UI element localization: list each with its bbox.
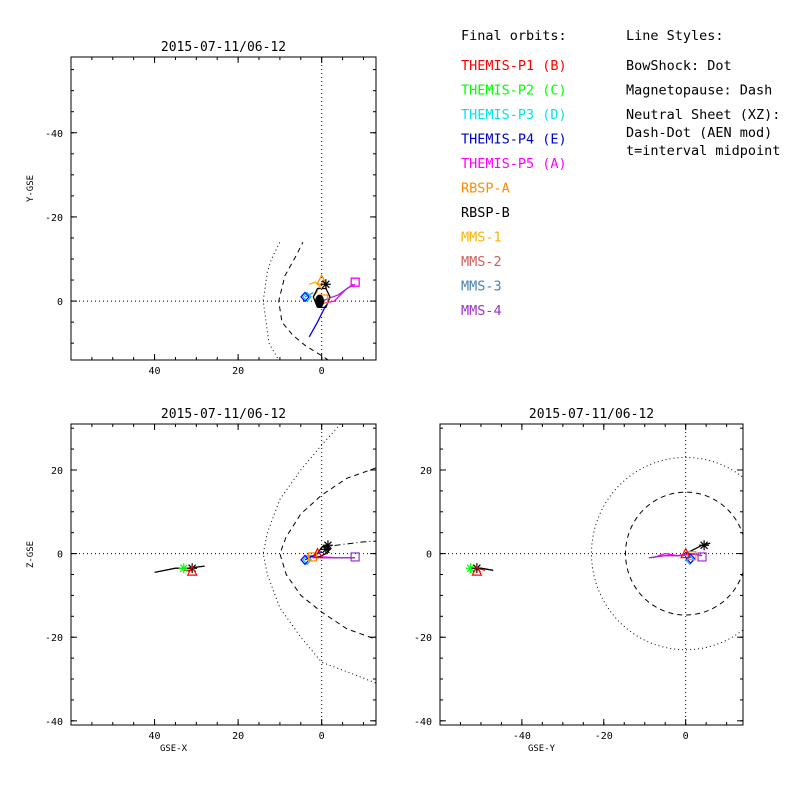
legend-entry: THEMIS-P3 (D) — [461, 107, 567, 123]
panel-xz-plot: 2015-07-11/06-12 40 20 0 20 0 -20 -40 GSE-X Z-GSE — [26, 407, 377, 754]
y-tick-label: -20 — [45, 633, 63, 644]
x-tick-label: 40 — [149, 731, 161, 742]
bowshock-curve — [262, 424, 376, 684]
panel-xy-plot: 2015-07-11/06-12 40 20 0 -40 -20 0 Y-GSE — [26, 40, 377, 523]
square-marker — [307, 552, 318, 562]
legend-entry: RBSP-B — [461, 205, 510, 221]
plot-area — [440, 424, 743, 725]
legend-entry: THEMIS-P2 (C) — [461, 83, 567, 99]
y-tick-label: 20 — [420, 466, 432, 477]
orbit-track — [313, 555, 356, 559]
legend-entry: MMS-1 — [461, 230, 502, 246]
legend-entry: MMS-4 — [461, 303, 502, 319]
triangle-marker — [471, 564, 483, 576]
orbit-track — [188, 499, 196, 516]
x-tick-label: -20 — [595, 731, 613, 742]
x-tick-label: -40 — [513, 731, 531, 742]
line-style-entry: BowShock: Dot — [626, 58, 732, 74]
asterisk-marker — [323, 541, 332, 550]
legend-title: Final orbits: — [461, 28, 567, 44]
diamond-marker — [302, 291, 312, 303]
diamond-marker — [302, 554, 312, 566]
square-marker — [697, 552, 707, 562]
orbit-track — [154, 565, 205, 574]
legend-entry: RBSP-A — [461, 181, 510, 197]
x-tick-label: 20 — [232, 366, 244, 377]
y-tick-label: -40 — [414, 717, 432, 728]
line-style-entry: Magnetopause: Dash — [626, 83, 772, 99]
y-axis-label: Z-GSE — [26, 541, 36, 568]
y-tick-label: 0 — [57, 550, 63, 561]
plot-frame — [439, 423, 744, 726]
y-tick-label: -40 — [45, 717, 63, 728]
plot-area — [71, 57, 376, 523]
asterisk-marker — [189, 508, 196, 515]
plot-frame — [70, 56, 377, 361]
legend-entry: THEMIS-P4 (E) — [461, 132, 567, 148]
asterisk-marker — [189, 508, 196, 515]
triangle-marker — [190, 504, 199, 513]
line-style-entry: t=interval midpoint — [626, 143, 780, 159]
legend-entry: THEMIS-P1 (B) — [461, 58, 567, 74]
panel-yz-plot: 2015-07-11/06-12 -40 -20 0 20 0 -20 -40 GSE-Y — [414, 407, 744, 754]
x-tick-label: 20 — [232, 731, 244, 742]
diamond-marker — [300, 291, 310, 303]
orbit-track — [176, 507, 184, 520]
earth-marker — [315, 294, 325, 308]
line-style-entry: Dash-Dot (AEN mod) — [626, 125, 772, 141]
neutral-sheet-curve — [321, 540, 376, 548]
panel-title: 2015-07-11/06-12 — [529, 407, 654, 422]
legend-entry: MMS-3 — [461, 279, 502, 295]
x-tick-label: 40 — [149, 366, 161, 377]
magnetopause-curve — [278, 241, 330, 360]
x-tick-label: 0 — [319, 731, 325, 742]
orbit-track — [308, 305, 327, 338]
asterisk-marker — [180, 516, 187, 523]
triangle-marker — [680, 547, 692, 559]
legend-entry: THEMIS-P5 (A) — [461, 156, 567, 172]
asterisk-marker — [179, 564, 188, 573]
y-axis-label: Y-GSE — [26, 175, 36, 202]
bowshock-curve — [262, 241, 281, 360]
triangle-marker — [186, 564, 198, 576]
legend-entry: MMS-2 — [461, 254, 502, 270]
x-tick-label: 0 — [683, 731, 689, 742]
orbit-track — [163, 493, 205, 518]
magnetopause-curve — [279, 467, 376, 640]
square-marker — [350, 552, 360, 562]
x-axis-label: GSE-X — [160, 744, 188, 754]
square-marker — [687, 551, 697, 561]
y-tick-label: -20 — [414, 633, 432, 644]
x-axis-label: GSE-Y — [528, 744, 556, 754]
plot-area — [71, 424, 376, 725]
y-tick-label: -20 — [45, 213, 63, 224]
asterisk-marker — [466, 564, 475, 573]
y-tick-label: 0 — [57, 297, 63, 308]
y-tick-label: 0 — [426, 550, 432, 561]
asterisk-marker — [700, 541, 709, 550]
line-styles-title: Line Styles: — [626, 28, 724, 44]
orbit-track — [308, 281, 323, 289]
panel-title: 2015-07-11/06-12 — [161, 407, 286, 422]
asterisk-marker — [321, 280, 330, 289]
x-tick-label: 0 — [319, 366, 325, 377]
orbit-legend: Final orbits: THEMIS-P1 (B) THEMIS-P2 (C) T… — [461, 28, 567, 319]
line-style-entry: Neutral Sheet (XZ): — [626, 107, 780, 123]
diamond-marker — [300, 554, 310, 566]
plot-frame — [70, 423, 377, 726]
triangle-marker — [312, 547, 323, 559]
asterisk-marker — [180, 516, 187, 523]
square-marker — [350, 277, 360, 287]
line-styles-legend: Line Styles: BowShock: Dot Magnetopause: D… — [626, 28, 780, 159]
magnetopause-circle — [625, 491, 743, 616]
panel-title: 2015-07-11/06-12 — [161, 40, 286, 55]
y-tick-label: 20 — [51, 466, 63, 477]
y-tick-label: -40 — [45, 129, 63, 140]
